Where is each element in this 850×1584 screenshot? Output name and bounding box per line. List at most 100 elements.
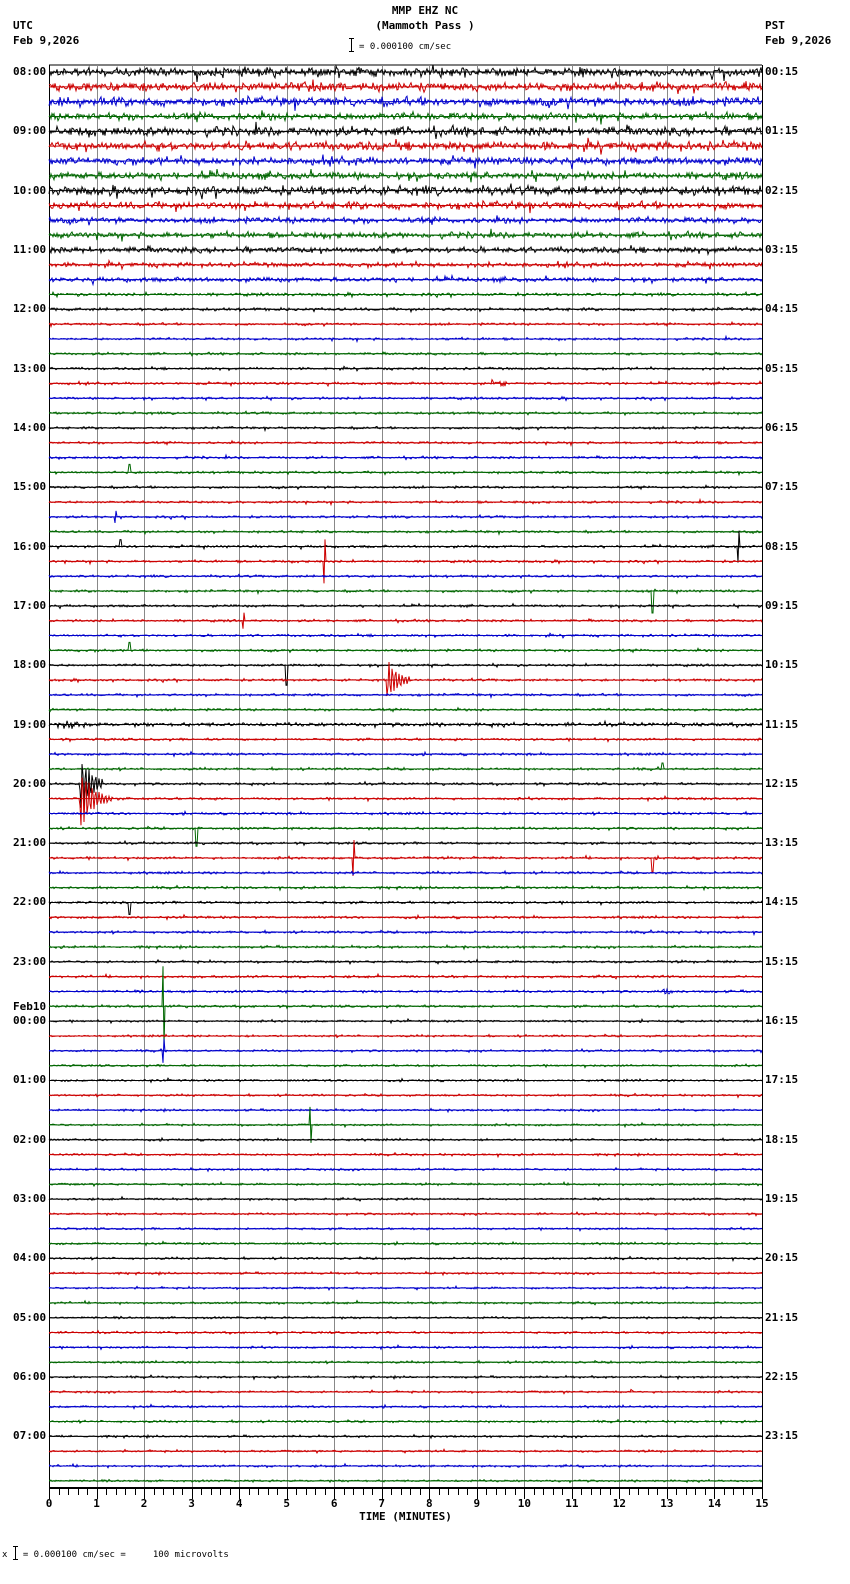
trace-line [48, 1211, 763, 1217]
axis-tick-label: 15 [755, 1497, 768, 1510]
trace-line [48, 632, 763, 639]
trace-line [48, 215, 763, 226]
utc-hour-label: 23:00 [13, 954, 47, 968]
trace-line [48, 750, 763, 758]
pst-time-label: 04:15 [765, 302, 799, 316]
axis-tick-label: 12 [613, 1497, 626, 1510]
footer-scale-prefix: x [2, 1550, 8, 1560]
pst-time-label: 15:15 [765, 954, 799, 968]
pst-time-label: 03:15 [765, 242, 799, 256]
trace-line [48, 1462, 763, 1469]
trace-line [48, 121, 763, 139]
utc-hour-label: 13:00 [13, 361, 47, 375]
trace-line [48, 539, 763, 584]
utc-hour-label: 10:00 [13, 183, 47, 197]
trace-line [48, 439, 763, 447]
trace-line [48, 825, 763, 847]
trace-line [48, 1478, 763, 1484]
trace-line [48, 1166, 763, 1173]
trace-line [48, 79, 763, 94]
trace-line [48, 764, 763, 808]
utc-hour-label: 04:00 [13, 1251, 47, 1265]
trace-line [48, 1151, 763, 1159]
trace-line [48, 365, 763, 372]
amplitude-scale-text: = 0.000100 cm/sec [359, 42, 452, 52]
axis-tick-label: 10 [518, 1497, 531, 1510]
trace-line [48, 529, 763, 536]
pst-time-label: 05:15 [765, 361, 799, 375]
pst-time-label: 20:15 [765, 1251, 799, 1265]
trace-line [49, 929, 763, 937]
x-axis-label: TIME (MINUTES) [359, 1510, 452, 1523]
trace-line [48, 169, 763, 183]
pst-time-label: 11:15 [765, 717, 799, 731]
right-timezone-label: PST [765, 19, 785, 32]
utc-hour-label: 06:00 [13, 1370, 47, 1384]
pst-time-label: 06:15 [765, 420, 799, 434]
axis-tick-label: 8 [426, 1497, 433, 1510]
trace-line [48, 109, 763, 125]
trace-line [48, 1017, 763, 1025]
utc-hour-label: 22:00 [13, 895, 47, 909]
station-title: MMP EHZ NC [391, 4, 459, 17]
axis-tick-label: 3 [188, 1497, 195, 1510]
trace-line [48, 612, 763, 629]
pst-time-label: 21:15 [765, 1310, 799, 1324]
axis-tick-label: 11 [565, 1497, 579, 1510]
trace-line [48, 273, 763, 287]
axis-tick-label: 4 [236, 1497, 243, 1510]
trace-line [48, 1195, 763, 1202]
axis-tick-label: 13 [660, 1497, 673, 1510]
trace-line [48, 1077, 763, 1084]
utc-hour-label: 07:00 [13, 1429, 47, 1443]
trace-line [48, 1063, 763, 1069]
trace-line [48, 1433, 763, 1440]
right-date-label: Feb 9,2026 [765, 34, 832, 47]
axis-tick-label: 9 [473, 1497, 480, 1510]
trace-line [48, 641, 763, 654]
trace-line [48, 1299, 763, 1306]
axis-tick-label: 5 [283, 1497, 290, 1510]
trace-line [48, 661, 763, 697]
trace-line [48, 1388, 763, 1395]
trace-line [48, 602, 763, 610]
axis-tick-label: 6 [331, 1497, 338, 1510]
pst-time-label: 10:15 [765, 658, 799, 672]
trace-line [48, 453, 763, 461]
trace-line [48, 1270, 763, 1277]
trace-line [48, 1344, 763, 1351]
trace-line [48, 290, 763, 299]
trace-line [48, 1255, 763, 1263]
pst-time-label: 07:15 [765, 480, 799, 494]
utc-hour-label: 14:00 [13, 420, 47, 434]
trace-line [48, 958, 763, 966]
trace-line [48, 510, 763, 523]
amplitude-scale: = 0.000100 cm/sec [349, 38, 451, 53]
utc-hour-label: 11:00 [13, 242, 47, 256]
trace-line [48, 900, 763, 915]
utc-hour-label: 01:00 [13, 1073, 47, 1087]
utc-hour-label: 09:00 [13, 124, 47, 138]
trace-line [48, 777, 763, 826]
pst-time-label: 08:15 [765, 539, 799, 553]
footer-scale-text: = 0.000100 cm/sec = 100 microvolts [22, 1550, 229, 1560]
axis-tick-label: 2 [141, 1497, 148, 1510]
footer-scale: x = 0.000100 cm/sec = 100 microvolts [2, 1546, 229, 1561]
trace-line [48, 137, 763, 155]
trace-line [48, 809, 763, 817]
trace-line [48, 484, 763, 491]
trace-line [49, 913, 763, 921]
utc-hour-label: 08:00 [13, 65, 47, 78]
trace-line [48, 463, 763, 477]
utc-hour-label: 00:00 [13, 1014, 47, 1028]
trace-line [48, 987, 763, 995]
utc-hour-label: 17:00 [13, 598, 47, 612]
pst-time-label: 16:15 [765, 1014, 799, 1028]
scale-bar-icon [12, 1546, 21, 1560]
trace-line [48, 1403, 763, 1410]
axis-tick-label: 0 [46, 1497, 53, 1510]
station-location: (Mammoth Pass ) [375, 19, 475, 32]
trace-line [48, 1374, 763, 1381]
trace-line [48, 258, 763, 271]
